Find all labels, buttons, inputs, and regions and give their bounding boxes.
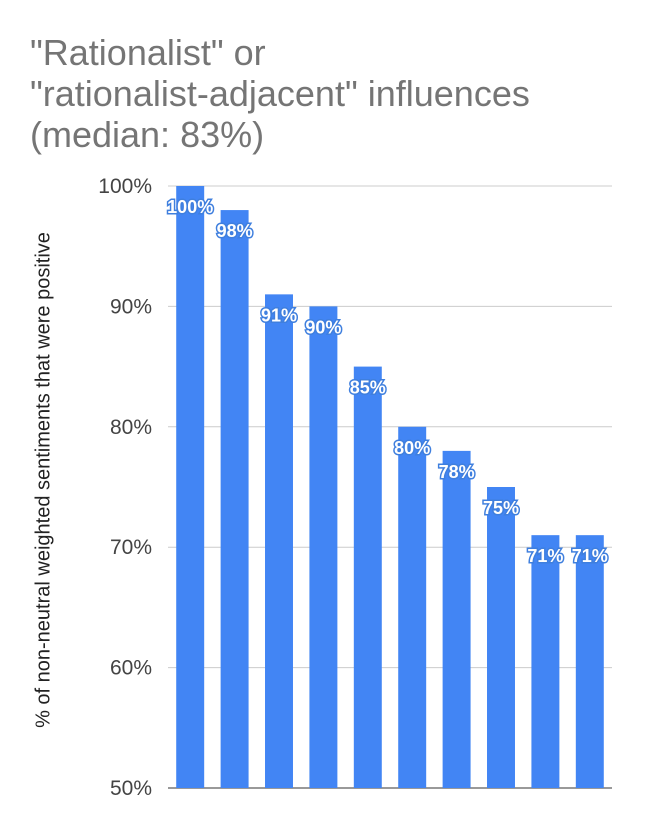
data-label: 90% [305, 317, 341, 337]
data-label: 78% [439, 462, 475, 482]
chart-title-line: (median: 83%) [30, 114, 265, 155]
y-tick-label: 80% [110, 416, 152, 439]
data-label: 100% [167, 197, 213, 217]
data-label: 98% [217, 221, 253, 241]
data-label: 80% [394, 438, 430, 458]
y-tick-label: 100% [98, 175, 152, 198]
chart-title-line: "rationalist-adjacent" influences [30, 73, 530, 114]
bar [487, 487, 515, 788]
chart-title-line: "Rationalist" or [30, 32, 266, 73]
data-label: 91% [261, 305, 297, 325]
y-tick-label: 90% [110, 295, 152, 318]
y-tick-label: 60% [110, 657, 152, 680]
bar [353, 366, 382, 788]
data-label: 85% [350, 378, 386, 398]
data-label: 75% [483, 498, 519, 518]
bar [575, 535, 604, 788]
bar [220, 210, 249, 788]
bar [531, 535, 560, 788]
bar [398, 426, 427, 788]
bar [442, 450, 471, 788]
chart-title: "Rationalist" or "rationalist-adjacent" … [30, 32, 630, 155]
bar [309, 306, 338, 788]
y-tick-label: 70% [110, 536, 152, 559]
y-tick-label: 50% [110, 777, 152, 800]
data-label: 71% [527, 546, 563, 566]
bar [176, 186, 205, 788]
data-label: 71% [572, 546, 608, 566]
bar [265, 294, 293, 788]
